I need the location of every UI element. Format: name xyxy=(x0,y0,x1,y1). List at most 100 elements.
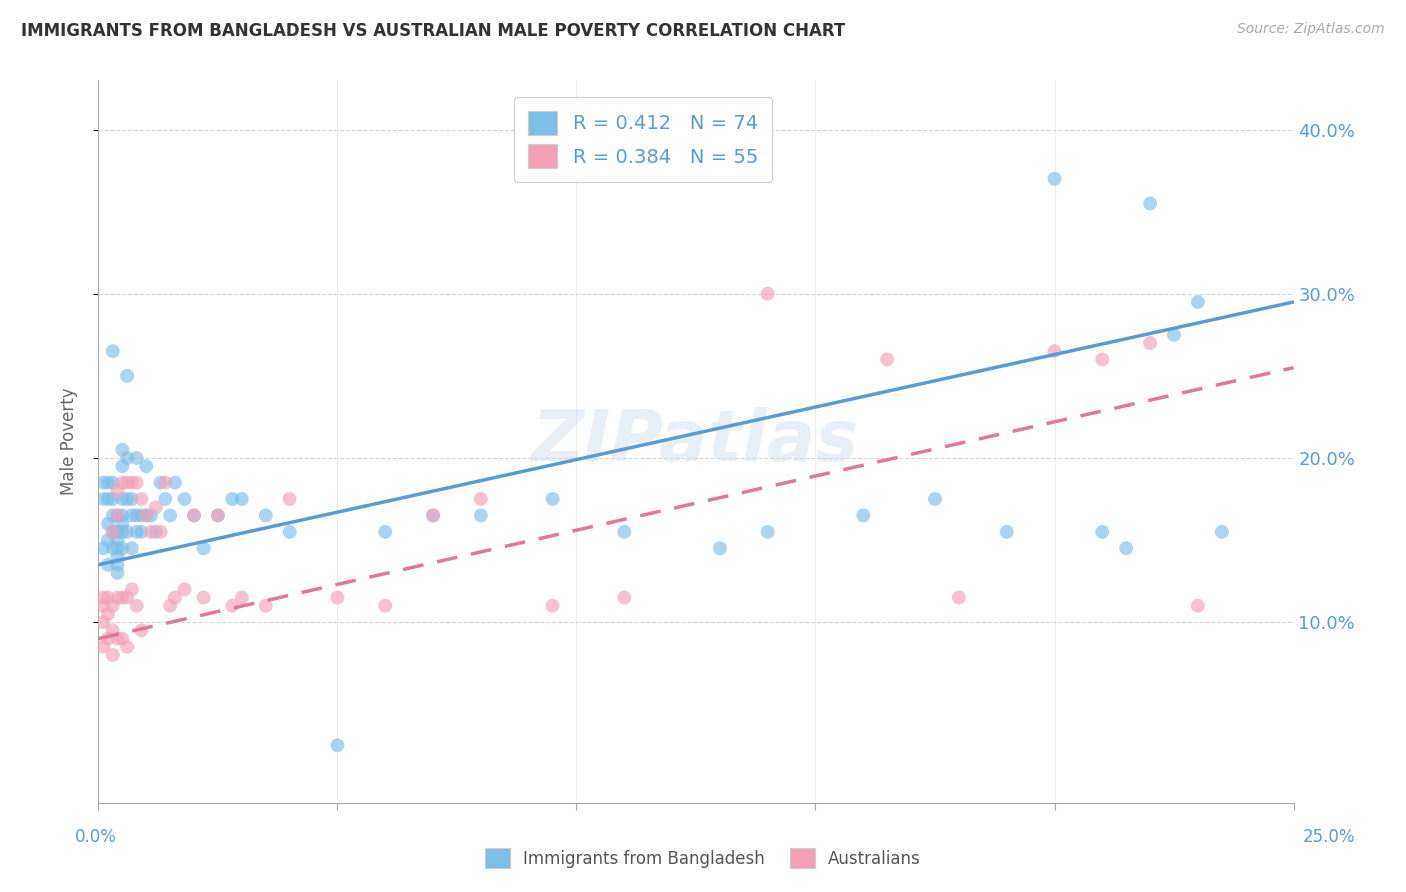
Point xyxy=(97,533,120,547)
Point xyxy=(756,286,779,301)
Point xyxy=(422,508,444,523)
Point xyxy=(91,615,114,630)
Point xyxy=(125,450,148,465)
Point xyxy=(163,475,186,490)
Point xyxy=(115,491,138,506)
Point xyxy=(155,475,177,490)
Point xyxy=(278,491,301,506)
Point xyxy=(159,599,181,613)
Point xyxy=(97,516,120,531)
Point xyxy=(149,475,172,490)
Point xyxy=(107,508,129,523)
Point xyxy=(422,508,444,523)
Point xyxy=(115,450,138,465)
Point xyxy=(97,475,120,490)
Point xyxy=(111,632,134,646)
Point xyxy=(121,582,143,597)
Point xyxy=(995,524,1018,539)
Text: Source: ZipAtlas.com: Source: ZipAtlas.com xyxy=(1237,22,1385,37)
Point xyxy=(183,508,205,523)
Point xyxy=(173,491,195,506)
Point xyxy=(173,582,195,597)
Point xyxy=(135,508,157,523)
Point xyxy=(541,599,564,613)
Point xyxy=(107,632,129,646)
Point xyxy=(91,591,114,605)
Point xyxy=(101,491,124,506)
Point xyxy=(374,599,396,613)
Point xyxy=(121,491,143,506)
Point xyxy=(613,524,636,539)
Point xyxy=(101,475,124,490)
Point xyxy=(1091,524,1114,539)
Point xyxy=(278,524,301,539)
Point xyxy=(1043,344,1066,359)
Point xyxy=(121,475,143,490)
Y-axis label: Male Poverty: Male Poverty xyxy=(59,388,77,495)
Point xyxy=(101,648,124,662)
Point xyxy=(756,524,779,539)
Point xyxy=(135,459,157,474)
Point xyxy=(326,591,349,605)
Legend: R = 0.412   N = 74, R = 0.384   N = 55: R = 0.412 N = 74, R = 0.384 N = 55 xyxy=(515,97,772,182)
Point xyxy=(101,524,124,539)
Point xyxy=(145,524,167,539)
Point xyxy=(91,491,114,506)
Point xyxy=(107,508,129,523)
Point xyxy=(97,632,120,646)
Point xyxy=(101,344,124,359)
Point xyxy=(115,368,138,383)
Point xyxy=(107,541,129,556)
Point xyxy=(107,533,129,547)
Point xyxy=(374,524,396,539)
Point xyxy=(111,516,134,531)
Point xyxy=(111,524,134,539)
Point xyxy=(139,508,162,523)
Point xyxy=(107,483,129,498)
Point xyxy=(207,508,229,523)
Point xyxy=(326,739,349,753)
Point xyxy=(111,541,134,556)
Point xyxy=(135,508,157,523)
Text: 0.0%: 0.0% xyxy=(75,828,117,846)
Point xyxy=(709,541,731,556)
Legend: Immigrants from Bangladesh, Australians: Immigrants from Bangladesh, Australians xyxy=(477,839,929,877)
Point xyxy=(115,524,138,539)
Point xyxy=(254,508,277,523)
Point xyxy=(97,591,120,605)
Point xyxy=(91,640,114,654)
Point xyxy=(111,475,134,490)
Point xyxy=(470,508,492,523)
Point xyxy=(101,599,124,613)
Point xyxy=(221,491,243,506)
Point xyxy=(1187,295,1209,310)
Point xyxy=(125,599,148,613)
Point xyxy=(97,607,120,621)
Point xyxy=(139,524,162,539)
Point xyxy=(254,599,277,613)
Point xyxy=(1211,524,1233,539)
Point xyxy=(541,491,564,506)
Point xyxy=(111,508,134,523)
Point xyxy=(1163,327,1185,342)
Point xyxy=(231,491,253,506)
Point xyxy=(125,475,148,490)
Text: ZIPatlas: ZIPatlas xyxy=(533,407,859,476)
Point xyxy=(125,508,148,523)
Point xyxy=(1091,352,1114,367)
Point xyxy=(145,500,167,515)
Point xyxy=(131,491,153,506)
Point xyxy=(111,459,134,474)
Point xyxy=(121,508,143,523)
Point xyxy=(231,591,253,605)
Point xyxy=(107,591,129,605)
Point xyxy=(97,491,120,506)
Point xyxy=(155,491,177,506)
Point xyxy=(121,541,143,556)
Point xyxy=(131,524,153,539)
Point xyxy=(111,442,134,457)
Point xyxy=(207,508,229,523)
Point xyxy=(107,524,129,539)
Point xyxy=(101,524,124,539)
Point xyxy=(163,591,186,605)
